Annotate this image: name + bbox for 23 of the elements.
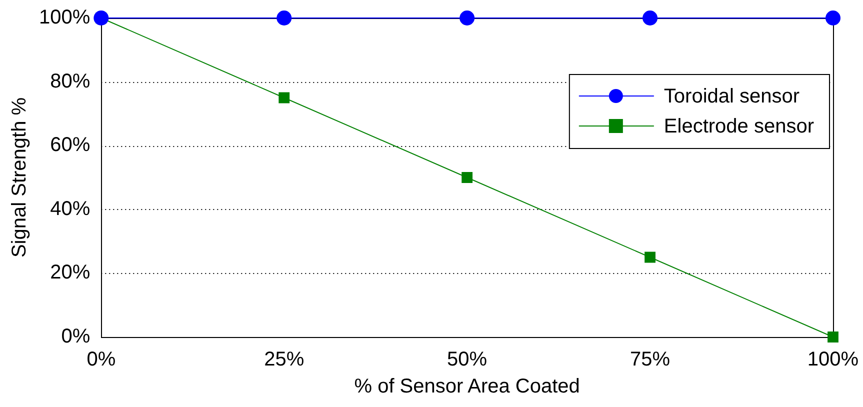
legend-label: Electrode sensor bbox=[664, 116, 814, 138]
point bbox=[644, 252, 656, 263]
y-axis-title: Signal Strength % bbox=[8, 97, 31, 258]
x-axis-title: % of Sensor Area Coated bbox=[354, 376, 580, 398]
x-tick-label: 50% bbox=[447, 348, 488, 371]
y-tick-label: 60% bbox=[50, 134, 90, 156]
y-tick-label: 100% bbox=[38, 6, 90, 29]
x-tick-label: 100% bbox=[807, 348, 859, 371]
legend-label: Toroidal sensor bbox=[664, 86, 800, 108]
point bbox=[460, 10, 475, 26]
point bbox=[276, 10, 292, 26]
point bbox=[278, 92, 290, 104]
y-tick-label: 80% bbox=[50, 70, 90, 92]
point bbox=[828, 332, 838, 342]
x-tick-label: 25% bbox=[264, 348, 304, 371]
point bbox=[642, 10, 658, 26]
point bbox=[826, 10, 840, 26]
y-tick-label: 20% bbox=[50, 262, 90, 284]
x-tick-label: 0% bbox=[86, 348, 116, 371]
y-tick-label: 40% bbox=[50, 198, 90, 220]
y-tick-label: 0% bbox=[61, 326, 90, 348]
x-tick-label: 75% bbox=[630, 348, 670, 371]
point bbox=[462, 172, 473, 183]
